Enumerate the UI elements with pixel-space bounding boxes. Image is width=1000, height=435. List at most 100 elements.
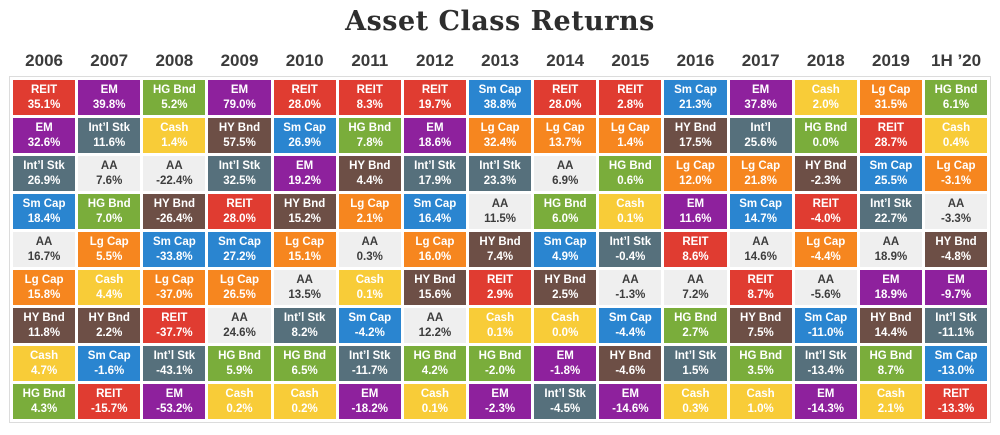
asset-label: REIT	[421, 83, 449, 96]
year-column: EM 79.0% HY Bnd 57.5% Int’l Stk 32.5% REIT 28.0…	[208, 80, 271, 419]
asset-label: HG Bnd	[608, 159, 652, 172]
asset-label: REIT	[96, 387, 123, 400]
asset-return: 8.7%	[747, 288, 774, 301]
asset-label: REIT	[226, 197, 253, 210]
asset-cell: HY Bnd 7.4%	[468, 232, 532, 267]
asset-return: -53.2%	[156, 402, 193, 415]
asset-label: Cash	[420, 387, 449, 400]
asset-label: AA	[687, 273, 704, 286]
asset-label: Int’l Stk	[544, 387, 586, 400]
asset-return: 28.7%	[874, 136, 908, 149]
asset-label: Cash	[681, 387, 710, 400]
asset-label: EM	[35, 121, 53, 134]
asset-return: 1.5%	[682, 364, 709, 377]
asset-cell: Int’l Stk 32.5%	[208, 156, 271, 191]
asset-return: 28.0%	[288, 98, 321, 111]
asset-cell: Sm Cap -4.4%	[599, 308, 662, 343]
asset-label: EM	[817, 387, 835, 400]
asset-return: -1.3%	[615, 288, 646, 301]
asset-label: HG Bnd	[87, 197, 131, 210]
asset-return: -22.4%	[156, 174, 193, 187]
asset-return: -4.2%	[354, 326, 385, 339]
asset-label: HG Bnd	[22, 387, 66, 400]
asset-return: 8.6%	[682, 250, 709, 263]
asset-cell: HG Bnd 4.2%	[403, 346, 466, 381]
asset-return: 26.5%	[223, 288, 256, 301]
year-header: 2011	[351, 51, 389, 70]
asset-cell: Lg Cap 26.5%	[208, 270, 271, 305]
asset-cell: EM 32.6%	[13, 118, 76, 153]
asset-return: 7.0%	[96, 212, 123, 225]
asset-label: REIT	[682, 235, 709, 248]
asset-return: 22.7%	[874, 212, 908, 225]
asset-return: 7.2%	[682, 288, 709, 301]
asset-cell: HY Bnd 14.4%	[859, 308, 922, 343]
asset-cell: HG Bnd 6.1%	[924, 80, 988, 115]
asset-cell: EM 37.8%	[729, 80, 792, 115]
asset-cell: Cash 4.7%	[13, 346, 76, 381]
asset-cell: HG Bnd 6.5%	[273, 346, 336, 381]
asset-cell: Lg Cap 15.8%	[13, 270, 76, 305]
asset-return: 32.5%	[223, 174, 256, 187]
asset-label: Lg Cap	[806, 235, 846, 248]
asset-label: HY Bnd	[674, 121, 717, 134]
asset-cell: AA -3.3%	[924, 194, 988, 229]
asset-label: AA	[752, 235, 769, 248]
asset-cell: HY Bnd -4.6%	[599, 346, 662, 381]
asset-return: -13.0%	[937, 364, 975, 377]
asset-label: Sm Cap	[934, 349, 978, 362]
asset-return: 18.9%	[874, 288, 908, 301]
asset-return: -2.3%	[810, 174, 841, 187]
asset-label: HY Bnd	[805, 159, 847, 172]
asset-cell: REIT 28.7%	[859, 118, 922, 153]
asset-return: 1.0%	[747, 402, 774, 415]
asset-label: Sm Cap	[218, 235, 261, 248]
asset-cell: Lg Cap 1.4%	[599, 118, 662, 153]
asset-cell: Int’l Stk 8.2%	[273, 308, 336, 343]
asset-cell: HY Bnd 2.2%	[78, 308, 141, 343]
year-column: REIT 28.0% Lg Cap 13.7% AA 6.9% HG Bnd 6.0% Sm C…	[534, 80, 597, 419]
asset-return: 25.5%	[874, 174, 908, 187]
asset-label: AA	[882, 235, 900, 248]
asset-label: Sm Cap	[413, 197, 457, 210]
asset-label: HY Bnd	[479, 235, 521, 248]
asset-cell: Lg Cap -4.4%	[794, 232, 857, 267]
asset-return: -37.7%	[156, 326, 193, 339]
asset-return: 11.6%	[679, 212, 712, 225]
asset-label: AA	[947, 197, 965, 210]
asset-cell: Lg Cap 5.5%	[78, 232, 141, 267]
returns-grid: REIT 35.1% EM 32.6% Int’l Stk 26.9% Sm Cap 18.4…	[9, 76, 991, 423]
asset-cell: Cash 0.2%	[273, 384, 336, 419]
asset-return: 13.5%	[288, 288, 321, 301]
asset-cell: Cash 0.2%	[208, 384, 271, 419]
asset-cell: AA -22.4%	[143, 156, 206, 191]
asset-cell: REIT 2.8%	[599, 80, 662, 115]
asset-return: -3.3%	[941, 212, 972, 225]
asset-label: REIT	[161, 311, 188, 324]
asset-return: 4.9%	[552, 250, 579, 263]
asset-return: -4.5%	[550, 402, 581, 415]
asset-return: 7.8%	[356, 136, 383, 149]
asset-return: 12.0%	[679, 174, 712, 187]
asset-label: EM	[491, 387, 509, 400]
asset-cell: AA 16.7%	[13, 232, 76, 267]
year-header: 2007	[90, 51, 129, 70]
asset-return: 37.8%	[744, 98, 777, 111]
asset-cell: Int’l Stk 1.5%	[664, 346, 727, 381]
asset-cell: Sm Cap -4.2%	[338, 308, 401, 343]
asset-return: 14.4%	[874, 326, 908, 339]
asset-cell: Sm Cap 18.4%	[13, 194, 76, 229]
year-header: 2008	[155, 51, 194, 70]
asset-cell: Int’l Stk -0.4%	[599, 232, 662, 267]
asset-return: 32.4%	[483, 136, 517, 149]
asset-label: Lg Cap	[545, 121, 585, 134]
asset-cell: HY Bnd 17.5%	[664, 118, 727, 153]
asset-cell: HY Bnd 4.4%	[338, 156, 401, 191]
asset-label: HG Bnd	[152, 83, 196, 96]
asset-return: -1.6%	[94, 364, 125, 377]
asset-return: 57.5%	[223, 136, 256, 149]
asset-return: -18.2%	[351, 402, 388, 415]
asset-cell: HG Bnd 7.8%	[338, 118, 401, 153]
asset-cell: HY Bnd 57.5%	[208, 118, 271, 153]
asset-label: REIT	[877, 121, 904, 134]
